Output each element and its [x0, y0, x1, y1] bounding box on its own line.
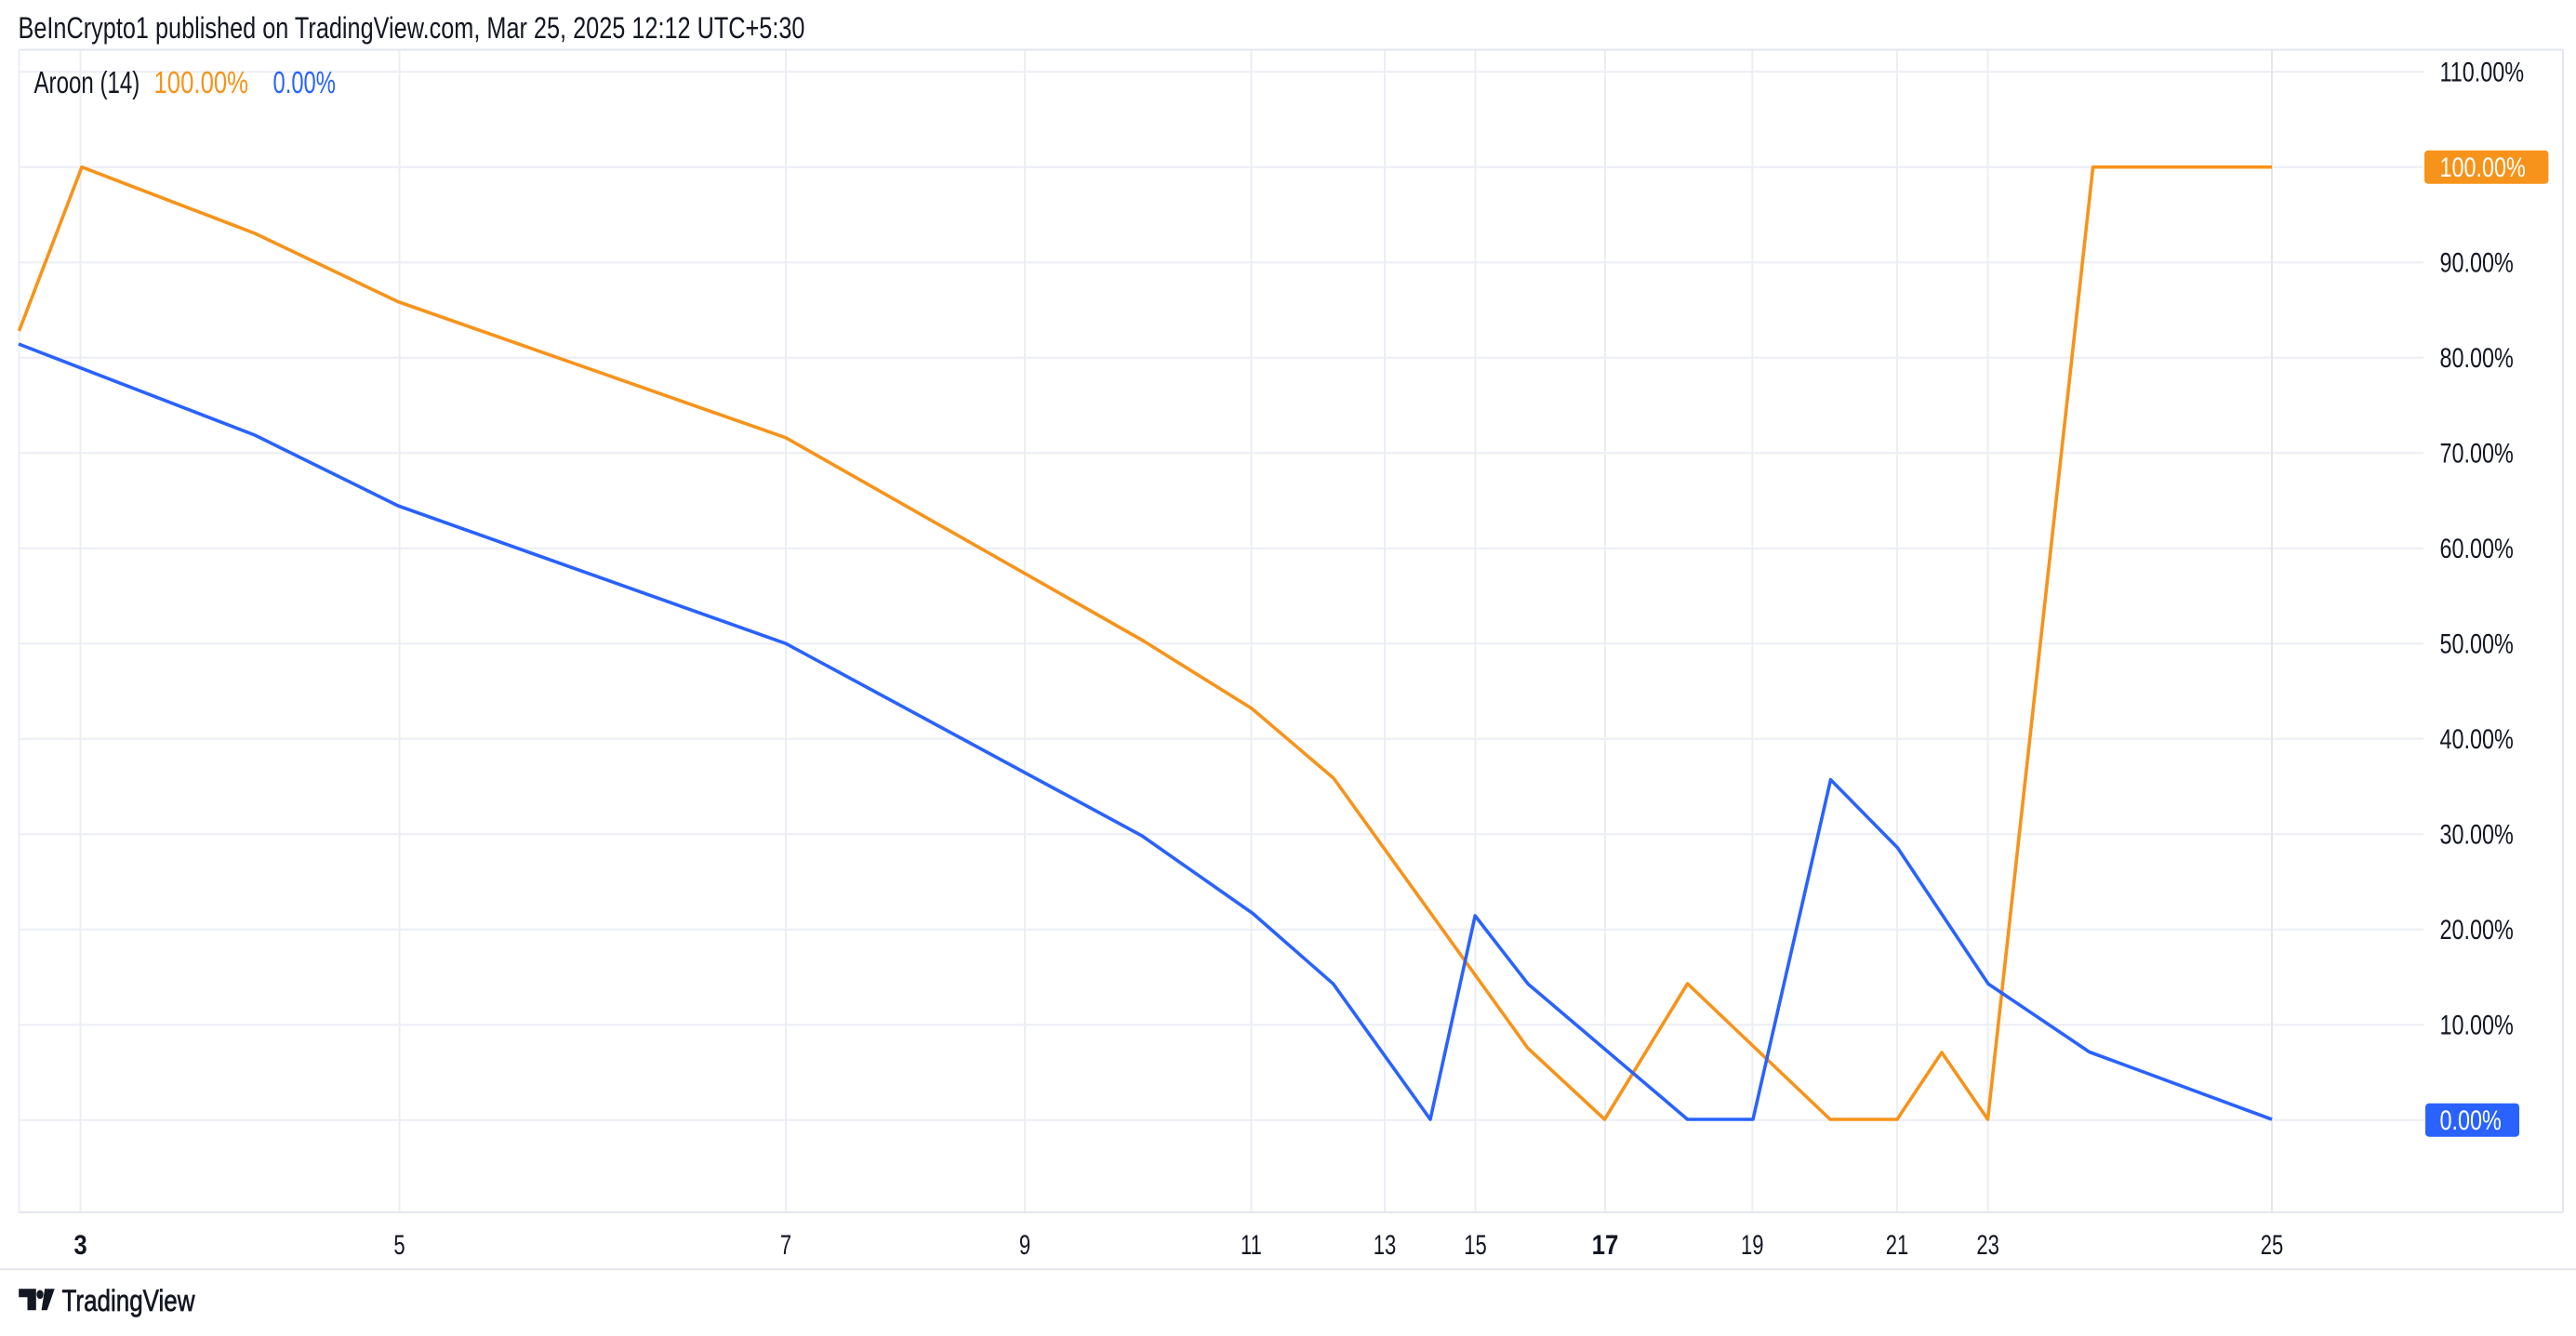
- svg-text:0.00%: 0.00%: [2440, 1105, 2502, 1135]
- svg-text:60.00%: 60.00%: [2440, 533, 2514, 563]
- svg-text:100.00%: 100.00%: [154, 66, 249, 100]
- svg-text:5: 5: [393, 1229, 405, 1261]
- svg-text:15: 15: [1464, 1229, 1487, 1261]
- svg-text:80.00%: 80.00%: [2440, 342, 2514, 373]
- svg-text:BeInCrypto1 published on Tradi: BeInCrypto1 published on TradingView.com…: [19, 12, 805, 46]
- svg-text:7: 7: [780, 1229, 791, 1261]
- svg-text:90.00%: 90.00%: [2440, 247, 2514, 278]
- svg-text:13: 13: [1374, 1229, 1397, 1261]
- svg-text:30.00%: 30.00%: [2440, 819, 2514, 850]
- svg-text:9: 9: [1019, 1229, 1030, 1261]
- svg-text:25: 25: [2261, 1229, 2284, 1261]
- svg-text:70.00%: 70.00%: [2440, 438, 2514, 469]
- svg-text:3: 3: [73, 1229, 86, 1260]
- svg-text:11: 11: [1241, 1229, 1262, 1261]
- svg-text:110.00%: 110.00%: [2440, 57, 2525, 87]
- svg-text:50.00%: 50.00%: [2440, 628, 2514, 659]
- svg-text:17: 17: [1592, 1229, 1619, 1260]
- svg-text:19: 19: [1741, 1229, 1764, 1261]
- svg-text:21: 21: [1886, 1229, 1909, 1261]
- svg-text:Aroon (14): Aroon (14): [34, 66, 140, 100]
- svg-text:TradingView: TradingView: [62, 1284, 196, 1317]
- svg-text:10.00%: 10.00%: [2440, 1010, 2514, 1040]
- svg-text:20.00%: 20.00%: [2440, 914, 2514, 945]
- svg-text:100.00%: 100.00%: [2440, 152, 2526, 182]
- svg-text:0.00%: 0.00%: [273, 66, 336, 100]
- svg-text:23: 23: [1976, 1229, 1999, 1261]
- svg-text:40.00%: 40.00%: [2440, 723, 2514, 754]
